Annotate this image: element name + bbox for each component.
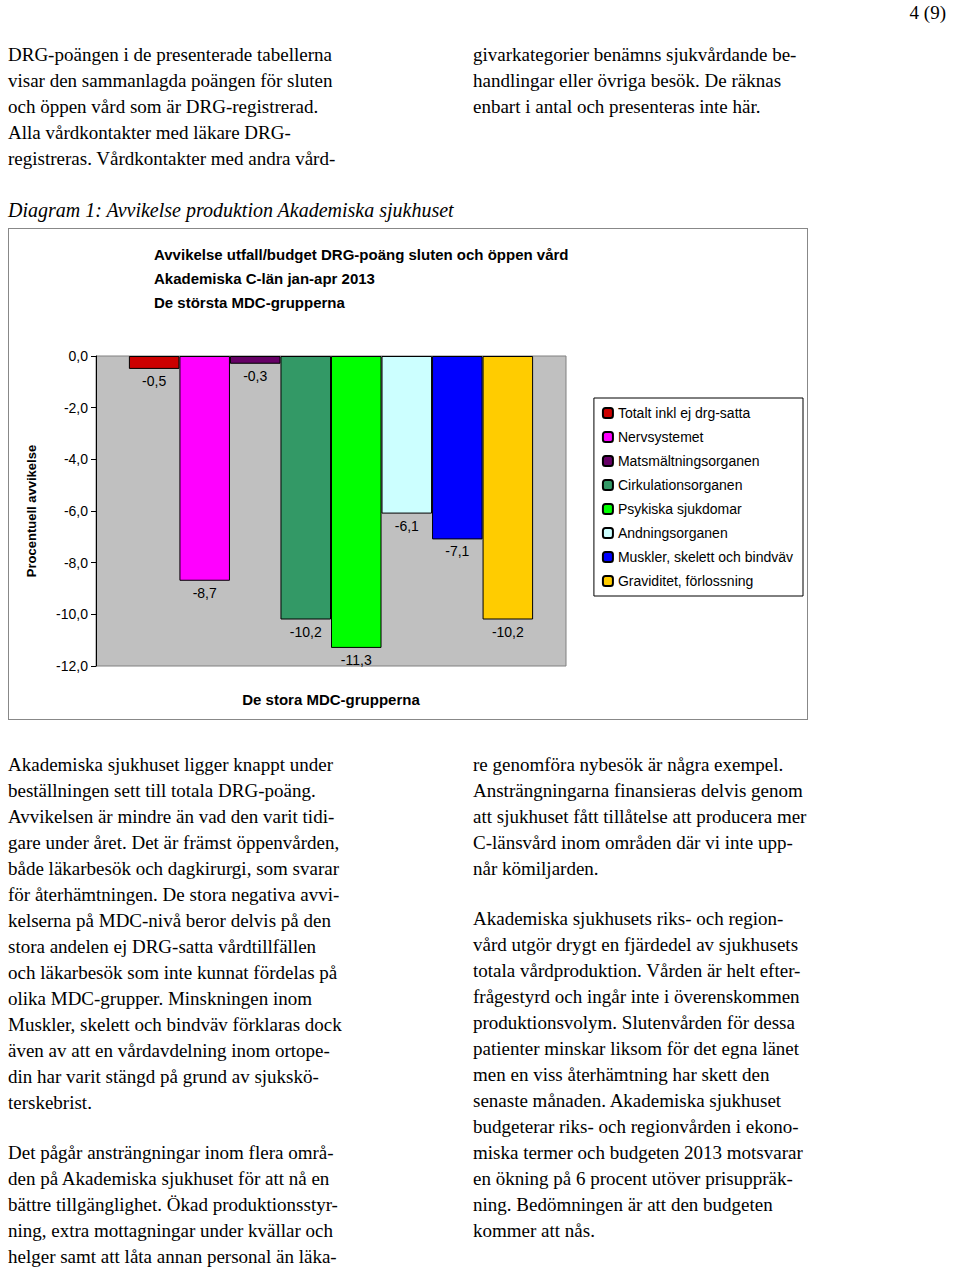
svg-text:-10,0: -10,0: [56, 606, 88, 622]
html-text:produktionsvolym. Slutenvården: produktionsvolym. Slutenvården för dessa: [473, 1012, 795, 1033]
html-text:även av att en vårdavdelning i: även av att en vårdavdelning inom ortope…: [8, 1040, 330, 1061]
html-text:bättre tillgänglighet. Ökad pr: bättre tillgänglighet. Ökad produktionss…: [8, 1194, 338, 1215]
html-text:budgeterar riks- och regionvår: budgeterar riks- och regionvården i ekon…: [473, 1116, 799, 1137]
html-text:re genomföra nybesök är några: re genomföra nybesök är några exempel.: [473, 754, 784, 775]
svg-text:Cirkulationsorganen: Cirkulationsorganen: [618, 477, 743, 493]
svg-text:-4,0: -4,0: [64, 451, 88, 467]
html-text:den på Akademiska sjukhuset fö: den på Akademiska sjukhuset för att nå e…: [8, 1168, 330, 1189]
svg-text:0,0: 0,0: [69, 348, 89, 364]
html-text:din har varit stängd på grund: din har varit stängd på grund av sjukskö…: [8, 1066, 319, 1087]
svg-text:-6,0: -6,0: [64, 503, 88, 519]
html-text:att sjukhuset fått tillåtelse: att sjukhuset fått tillåtelse att produc…: [473, 806, 807, 827]
html-text:miska termer och budgeten 2013: miska termer och budgeten 2013 motsvarar: [473, 1142, 803, 1163]
html-text:kommer att nås.: kommer att nås.: [473, 1220, 595, 1241]
html-text:4 (9): 4 (9): [909, 2, 946, 23]
svg-text:Matsmältningsorganen: Matsmältningsorganen: [618, 453, 760, 469]
html-text:en ökning på 6 procent utöver: en ökning på 6 procent utöver prisuppräk…: [473, 1168, 793, 1189]
html-text:Akademiska sjukhuset ligger kn: Akademiska sjukhuset ligger knappt under: [8, 754, 333, 775]
html-text:Det pågår ansträngningar inom: Det pågår ansträngningar inom flera områ…: [8, 1142, 334, 1163]
html-text:vård utgör drygt en fjärdedel: vård utgör drygt en fjärdedel av sjukhus…: [473, 934, 798, 955]
html-text:Akademiska sjukhusets riks- oc: Akademiska sjukhusets riks- och region-: [473, 908, 784, 929]
html-text:gare under året. Det är främst: gare under året. Det är främst öppenvård…: [8, 832, 340, 853]
svg-text:Graviditet, förlossning: Graviditet, förlossning: [618, 573, 753, 589]
svg-text:-6,1: -6,1: [395, 518, 419, 534]
svg-text:De största MDC-grupperna: De största MDC-grupperna: [154, 294, 346, 311]
html-text:Muskler, skelett och bindväv f: Muskler, skelett och bindväv förklaras d…: [8, 1014, 342, 1035]
html-text:och läkarbesök som inte kunnat: och läkarbesök som inte kunnat fördelas …: [8, 962, 338, 983]
html-text:och öppen vård som är DRG-regi: och öppen vård som är DRG-registrerad.: [8, 96, 319, 117]
svg-text:Avvikelse utfall/budget DRG-po: Avvikelse utfall/budget DRG-poäng sluten…: [154, 246, 569, 263]
svg-text:-10,2: -10,2: [492, 624, 524, 640]
svg-text:-8,7: -8,7: [193, 585, 217, 601]
svg-text:Totalt inkl ej drg-satta: Totalt inkl ej drg-satta: [618, 405, 750, 421]
svg-text:Psykiska sjukdomar: Psykiska sjukdomar: [618, 501, 742, 517]
html-text:olika MDC-grupper. Minskningen: olika MDC-grupper. Minskningen inom: [8, 988, 312, 1009]
svg-text:-7,1: -7,1: [445, 543, 469, 559]
html-text:handlingar eller övriga besök.: handlingar eller övriga besök. De räknas: [473, 70, 782, 91]
html-text:patienter minskar liksom för d: patienter minskar liksom för det egna lä…: [473, 1038, 800, 1059]
html-text:registreras. Vårdkontakter med: registreras. Vårdkontakter med andra vår…: [8, 148, 336, 169]
svg-text:-12,0: -12,0: [56, 658, 88, 674]
html-text:DRG-poängen i de presenterade: DRG-poängen i de presenterade tabellerna: [8, 44, 332, 65]
svg-text:-2,0: -2,0: [64, 400, 88, 416]
html-text:Diagram 1: Avvikelse produktio: Diagram 1: Avvikelse produktion Akademis…: [8, 199, 454, 221]
svg-text:Andningsorganen: Andningsorganen: [618, 525, 728, 541]
svg-text:-0,5: -0,5: [142, 373, 166, 389]
html-text:ning. Bedömningen är att den b: ning. Bedömningen är att den budgeten: [473, 1194, 773, 1215]
html-text:Alla vårdkontakter med läkare: Alla vårdkontakter med läkare DRG-: [8, 122, 291, 143]
html-text:C-länsvård inom områden där vi: C-länsvård inom områden där vi inte upp-: [473, 832, 793, 853]
svg-text:-8,0: -8,0: [64, 555, 88, 571]
svg-text:-10,2: -10,2: [290, 624, 322, 640]
html-text:givarkategorier benämns sjukvå: givarkategorier benämns sjukvårdande be-: [473, 44, 797, 65]
html-text:men en viss återhämtning har s: men en viss återhämtning har skett den: [473, 1064, 770, 1085]
html-text:når kömiljarden.: når kömiljarden.: [473, 858, 599, 879]
svg-text:-11,3: -11,3: [341, 652, 372, 668]
svg-text:Procentuell avvikelse: Procentuell avvikelse: [24, 445, 39, 577]
html-text:beställningen sett till totala: beställningen sett till totala DRG-poäng…: [8, 780, 316, 801]
svg-text:-0,3: -0,3: [243, 368, 267, 384]
svg-text:Akademiska C-län jan-apr 2013: Akademiska C-län jan-apr 2013: [154, 270, 375, 287]
html-text:kelserna på MDC-nivå beror del: kelserna på MDC-nivå beror delvis på den: [8, 910, 331, 931]
html-text:helger samt att låta annan per: helger samt att låta annan personal än l…: [8, 1246, 337, 1267]
html-text:för återhämtningen. De stora n: för återhämtningen. De stora negativa av…: [8, 884, 340, 905]
html-text:både läkarbesök och dagkirurgi: både läkarbesök och dagkirurgi, som svar…: [8, 858, 339, 879]
html-text:terskebrist.: terskebrist.: [8, 1092, 92, 1113]
html-text:enbart i antal och presenteras: enbart i antal och presenteras inte här.: [473, 96, 761, 117]
svg-text:De stora MDC-grupperna: De stora MDC-grupperna: [242, 691, 420, 708]
html-text:stora andelen ej DRG-satta vår: stora andelen ej DRG-satta vårdtillfälle…: [8, 936, 317, 957]
html-text:Avvikelsen är mindre än vad de: Avvikelsen är mindre än vad den varit ti…: [8, 806, 335, 827]
html-text:visar den sammanlagda poängen: visar den sammanlagda poängen för sluten: [8, 70, 333, 91]
svg-text:Nervsystemet: Nervsystemet: [618, 429, 704, 445]
html-text:senaste månaden. Akademiska sj: senaste månaden. Akademiska sjukhuset: [473, 1090, 782, 1111]
html-text:totala vårdproduktion. Vården: totala vårdproduktion. Vården är helt ef…: [473, 960, 801, 981]
html-text:frågestyrd och ingår inte i öv: frågestyrd och ingår inte i överenskomme…: [473, 986, 800, 1007]
html-text:Ansträngningarna finansieras d: Ansträngningarna finansieras delvis geno…: [473, 780, 803, 801]
html-text:ning, extra mottagningar under: ning, extra mottagningar under kvällar o…: [8, 1220, 333, 1241]
svg-text:Muskler, skelett och bindväv: Muskler, skelett och bindväv: [618, 549, 793, 565]
